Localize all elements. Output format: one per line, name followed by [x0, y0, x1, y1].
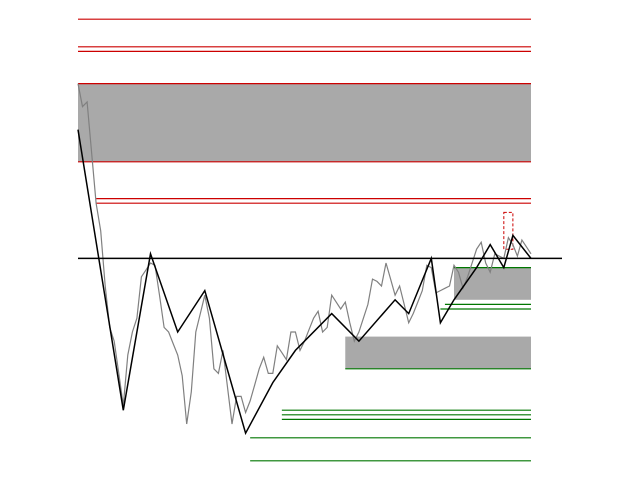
support-zone-1: [453, 267, 531, 300]
resistance-zone-1: [78, 83, 531, 162]
zigzag-series: [77, 129, 532, 436]
support-zone-2: [345, 336, 531, 369]
resistance-marker-1: [503, 211, 514, 250]
